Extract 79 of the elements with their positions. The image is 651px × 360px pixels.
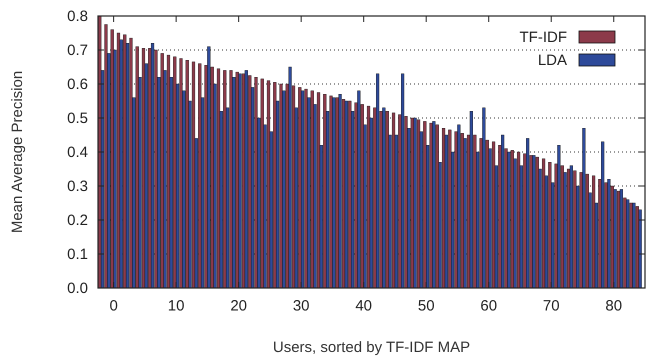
bar — [638, 210, 642, 288]
bar — [614, 189, 617, 288]
x-tick-label: 70 — [542, 298, 560, 315]
bar — [423, 121, 426, 288]
x-tick-label: 40 — [355, 298, 372, 315]
bar — [482, 108, 486, 288]
bar — [607, 179, 611, 288]
bar — [150, 43, 154, 288]
bar — [160, 53, 164, 288]
bar — [432, 121, 436, 288]
bar — [300, 90, 304, 288]
x-tick-label: 60 — [480, 298, 498, 315]
bar — [173, 56, 176, 288]
legend-label: LDA — [538, 52, 567, 69]
y-tick-label: 0.8 — [67, 8, 88, 25]
x-tick-label: 30 — [292, 298, 310, 315]
bar — [236, 72, 239, 288]
bar — [298, 87, 302, 288]
bar — [198, 63, 202, 288]
bar — [457, 124, 460, 288]
bar — [448, 130, 452, 288]
bar — [413, 118, 417, 288]
bar — [207, 46, 210, 288]
bar — [332, 97, 336, 288]
bar — [410, 118, 414, 288]
x-tick-label: 80 — [605, 298, 622, 315]
x-tick-label: 20 — [230, 298, 247, 315]
bar — [536, 156, 539, 288]
y-tick-label: 0.7 — [67, 42, 88, 59]
y-tick-label: 0.6 — [67, 76, 88, 93]
bar — [620, 189, 624, 288]
bar — [357, 90, 360, 288]
bar — [510, 150, 514, 288]
bar — [376, 74, 380, 288]
y-axis-title: Mean Average Precision — [9, 70, 26, 234]
bar — [238, 74, 242, 288]
bar — [626, 199, 630, 288]
y-tick-label: 0.4 — [67, 144, 88, 161]
x-tick-label: 10 — [168, 298, 184, 315]
bar — [288, 66, 292, 288]
bar — [436, 124, 439, 288]
y-tick-label: 0.2 — [67, 212, 88, 229]
y-tick-label: 0.0 — [67, 280, 88, 297]
x-tick-label: 0 — [109, 298, 118, 315]
bar — [601, 142, 604, 288]
bar — [110, 29, 114, 288]
bar — [244, 70, 248, 288]
bar — [507, 152, 510, 288]
bar — [273, 82, 276, 288]
bar — [582, 128, 586, 288]
bar — [636, 206, 639, 288]
bar — [338, 94, 342, 288]
bar — [400, 74, 404, 288]
bar — [386, 111, 389, 288]
bar — [310, 90, 314, 288]
bar — [548, 162, 552, 288]
bar — [526, 138, 530, 288]
bar — [470, 111, 473, 288]
x-tick-label: 50 — [418, 298, 435, 315]
bar — [260, 78, 264, 288]
bar — [532, 155, 536, 288]
bar — [136, 46, 139, 288]
bar — [382, 108, 386, 288]
bar — [501, 134, 504, 288]
bar — [336, 97, 339, 288]
bar — [632, 202, 636, 288]
bar — [223, 70, 226, 288]
bar — [570, 165, 573, 288]
legend-label: TF-IDF — [520, 29, 567, 46]
bar — [557, 145, 560, 288]
bar — [123, 34, 126, 288]
x-axis-title: Users, sorted by TF-IDF MAP — [272, 339, 470, 356]
bar — [186, 60, 189, 288]
y-tick-label: 0.1 — [67, 246, 88, 263]
bar — [344, 100, 348, 288]
y-tick-label: 0.5 — [67, 110, 88, 127]
bar — [348, 100, 352, 288]
y-tick-label: 0.3 — [67, 178, 88, 195]
bar — [323, 94, 326, 288]
